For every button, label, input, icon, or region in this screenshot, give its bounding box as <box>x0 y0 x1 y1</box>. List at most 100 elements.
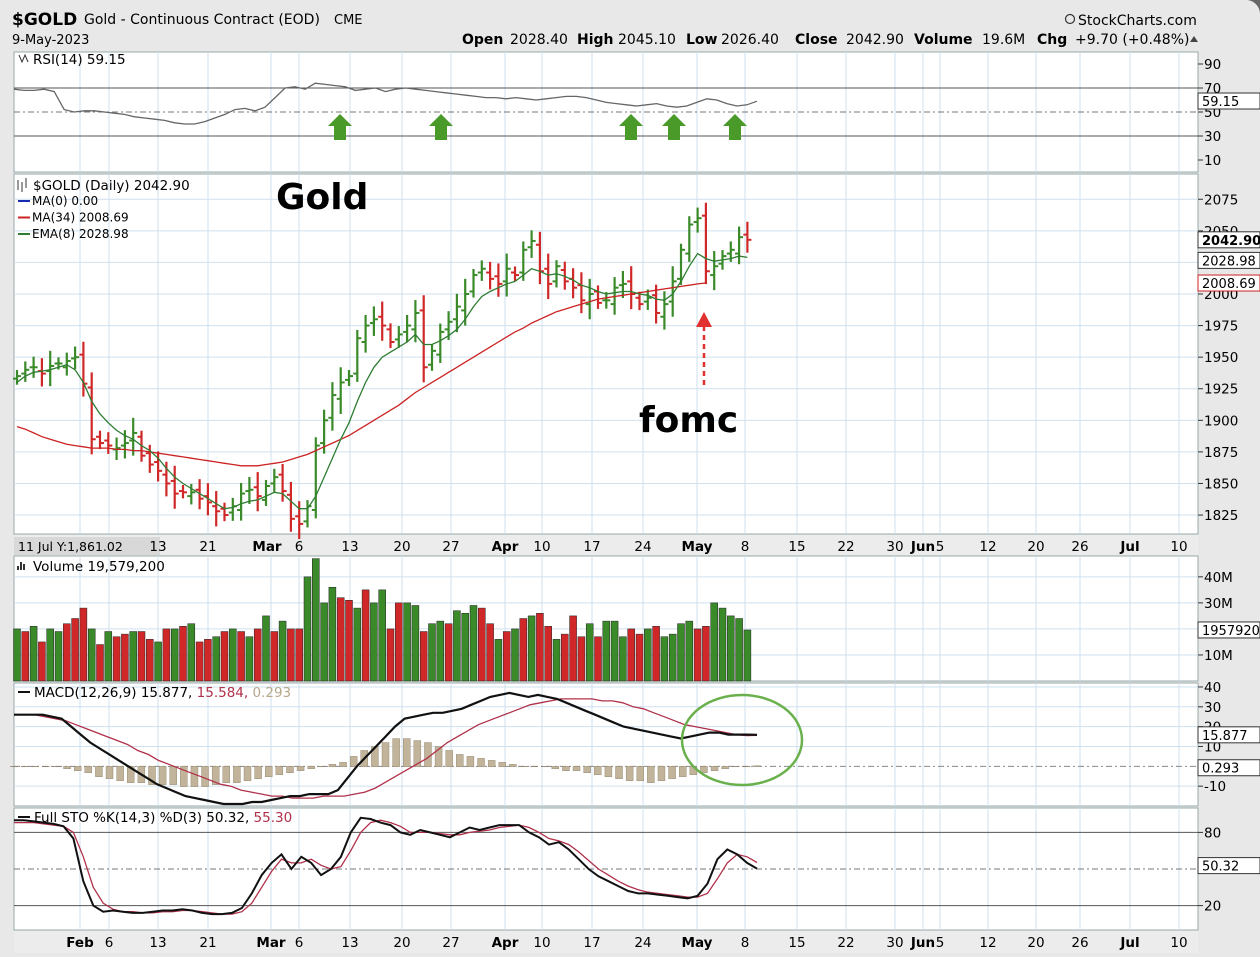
x-tick-label: 12 <box>979 539 996 555</box>
macd-hist-bar <box>615 766 623 779</box>
rsi-icon <box>18 53 29 64</box>
volume-bar <box>378 589 386 682</box>
volume-bar <box>336 597 345 682</box>
macd-hist-bar <box>201 766 209 787</box>
ema8-line <box>16 252 748 510</box>
macd-hist-bar <box>307 766 315 770</box>
volume-bar <box>154 641 162 682</box>
volume-bar <box>619 636 627 682</box>
x-tick-label: 6 <box>295 935 304 951</box>
volume-bar <box>245 636 254 682</box>
volume-bar <box>461 613 469 682</box>
ma34-last-box <box>1197 274 1260 292</box>
x-tick-label: 17 <box>583 935 600 951</box>
brand: StockCharts.com <box>1064 13 1197 29</box>
macd-hist-bar <box>42 766 50 768</box>
price-y-tick: 1875 <box>1204 445 1238 461</box>
macd-hist-bar <box>10 766 18 768</box>
price-last-close-box <box>1197 231 1260 249</box>
volume-y-tick: 10M <box>1204 648 1233 664</box>
volume-bar <box>370 602 378 682</box>
open-label: Open <box>462 32 503 48</box>
rsi-up-arrow-icon <box>662 114 686 140</box>
macd-hist-bar <box>148 766 156 785</box>
volume-bar <box>287 628 295 682</box>
macd-signal-line <box>14 698 758 799</box>
x-tick-label: Jun <box>910 539 935 555</box>
price-y-tick: 2075 <box>1204 192 1238 208</box>
volume-bar <box>79 607 88 682</box>
volume-value: 19.6M <box>982 32 1025 48</box>
x-tick-label: Feb <box>66 935 94 951</box>
volume-bar <box>312 558 320 682</box>
macd-hist-bar <box>52 766 61 768</box>
volume-bar <box>444 623 453 682</box>
volume-bar <box>403 602 411 682</box>
sto-k-line <box>14 816 758 916</box>
macd-hist-bar <box>424 742 432 768</box>
macd-hist-bar <box>477 758 485 768</box>
contract-name: Gold - Continuous Contract (EOD) <box>84 12 320 28</box>
sto-title: Full STO %K(14,3) %D(3) 50.32, 55.30 <box>34 810 292 826</box>
volume-bar <box>395 602 403 682</box>
x-tick-label: 17 <box>583 539 600 555</box>
close-label: Close <box>795 32 838 48</box>
macd-hist-bar <box>509 764 517 768</box>
volume-last-value: 19579200 <box>1202 624 1260 639</box>
x-tick-label: 24 <box>634 935 651 951</box>
macd-hist-bar <box>296 766 305 771</box>
macd-last-value-box <box>1197 726 1260 744</box>
macd-hist-bar <box>583 766 591 773</box>
macd-hist-bar <box>732 766 740 768</box>
macd-hist-bar <box>519 766 528 768</box>
macd-hist-bar <box>190 766 199 787</box>
collapse-caret-icon[interactable] <box>1190 36 1198 42</box>
volume-bar <box>353 607 362 682</box>
price-y-tick: 1850 <box>1204 476 1238 492</box>
sto-title-value: Full STO %K(14,3) %D(3) 50.32, <box>34 810 254 826</box>
macd-hist-bar <box>180 766 188 787</box>
volume-bar <box>253 628 262 682</box>
volume-bar <box>63 623 71 682</box>
macd-hist-bar <box>349 756 358 768</box>
price-legend-item: MA(0) 0.00 <box>32 194 98 208</box>
volume-bar <box>345 600 353 682</box>
volume-bar <box>13 628 21 682</box>
x-tick-label: Mar <box>256 935 286 951</box>
macd-hist-bar <box>233 766 241 783</box>
x-tick-label: Mar <box>252 539 282 555</box>
volume-bar <box>718 607 727 682</box>
volume-bar <box>735 618 743 682</box>
volume-bar <box>685 620 694 682</box>
macd-line <box>14 691 758 806</box>
x-tick-label: 10 <box>533 935 550 951</box>
volume-bar <box>278 620 287 682</box>
sto-last-value: 50.32 <box>1202 860 1239 875</box>
volume-bar <box>561 633 569 682</box>
x-tick-label: 10 <box>533 539 550 555</box>
open-value: 2028.40 <box>510 32 568 48</box>
x-tick-label: May <box>682 935 713 951</box>
macd-hist-value: 0.293 <box>252 685 291 701</box>
volume-bar <box>212 636 220 682</box>
macd-hist-bar <box>625 766 634 781</box>
macd-hist-bar <box>700 766 708 773</box>
x-tick-label: 15 <box>788 935 805 951</box>
macd-hist-bar <box>328 764 337 768</box>
volume-bar <box>121 633 129 682</box>
ma34-last-value: 2008.69 <box>1202 277 1256 292</box>
volume-bar <box>602 620 611 682</box>
macd-hist-bar <box>572 766 581 771</box>
gold-annotation: Gold <box>276 177 368 218</box>
sto-y-tick: 20 <box>1204 899 1221 915</box>
volume-y-tick: 40M <box>1204 570 1233 586</box>
panel-price <box>13 173 1199 535</box>
exchange-label: CME <box>334 13 363 28</box>
x-tick-label: 21 <box>199 539 216 555</box>
volume-bar <box>170 628 179 682</box>
rsi-last-value-box <box>1197 92 1260 110</box>
macd-hist-bar <box>668 766 676 779</box>
macd-hist-bar <box>487 760 496 768</box>
ma34-line <box>16 282 706 467</box>
macd-hist-bar <box>20 766 29 768</box>
